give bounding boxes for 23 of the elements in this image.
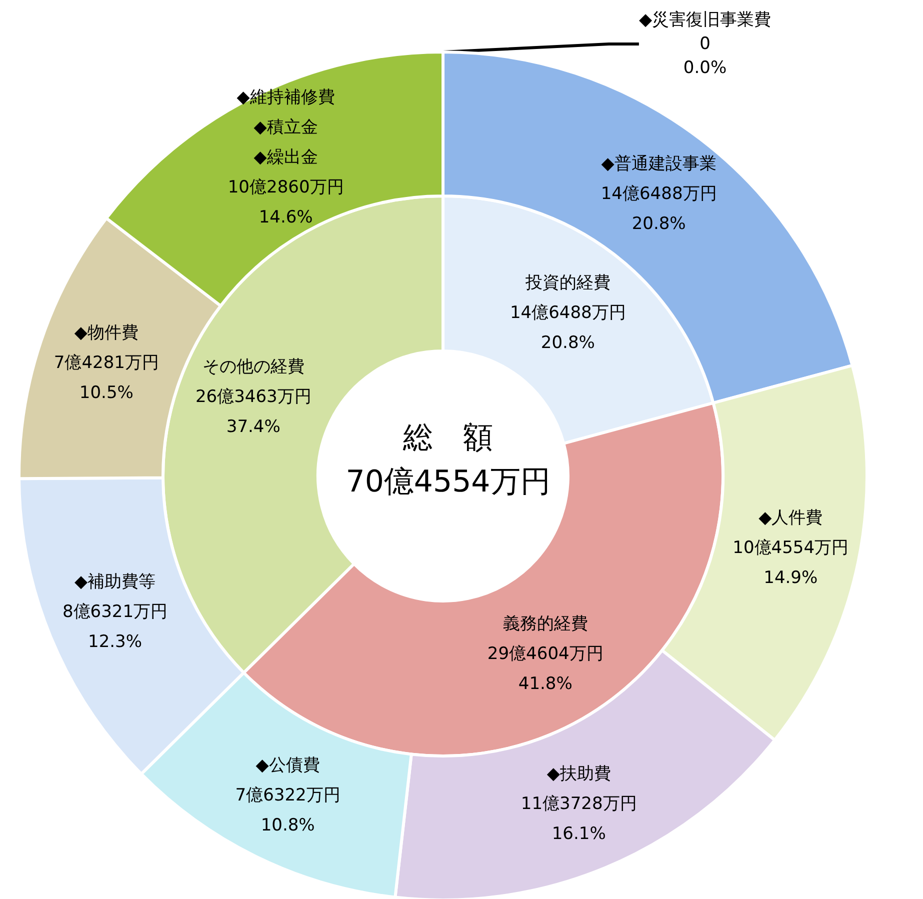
slice-label: 投資的経費 [524,272,610,293]
data-label: 14億6488万円 20.8% [600,184,717,234]
text: 70億4554万円 [346,464,550,500]
slice-label: 義務的経費 [502,614,588,634]
data-label: 26億3463万円 37.4% [195,386,312,437]
data-label: 8億6321万円 12.3% [62,602,168,652]
text: 総 額 [402,420,493,456]
slice-label: ◆人件費 [758,508,823,528]
data-label: 7億4281万円 10.5% [54,353,159,404]
data-label: 14億6488万円 20.8% [510,302,626,353]
slice-label: ◆扶助費 [546,764,611,784]
data-label: 10億2860万円 14.6% [228,178,344,228]
slice-label: その他の経費 [202,356,304,377]
slice-label: ◆物件費 [74,323,138,344]
slice-label: ◆補助費等 [74,572,156,592]
category-label: ◆災害復旧事業費 [638,10,772,30]
data-label: 7億6322万円 10.8% [235,785,340,836]
data-label: 10億4554万円 14.9% [732,538,849,588]
slice-label: ◆普通建設事業 [601,154,716,174]
data-label: 11億3728万円 16.1% [520,794,637,844]
text: 0 0.0% [683,34,727,78]
slice-label: ◆公債費 [256,755,320,776]
data-label: 29億4604万円 41.8% [487,644,604,694]
